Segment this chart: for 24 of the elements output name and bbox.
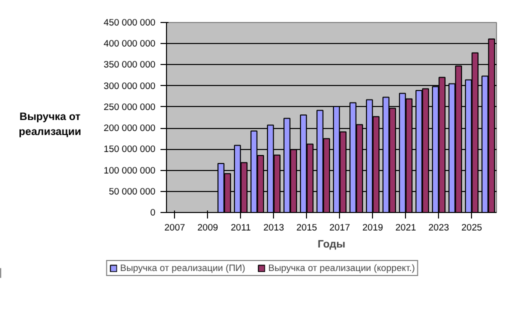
y-tick-label: 350 000 000 [104, 60, 156, 70]
y-tick-label: 50 000 000 [108, 186, 156, 196]
x-tick-label: 2011 [230, 222, 251, 232]
x-tick-label: 2017 [329, 222, 350, 232]
x-tick-label: 2009 [197, 222, 218, 232]
x-tick-label: 2019 [362, 222, 384, 232]
y-tick-label: 250 000 000 [104, 102, 156, 112]
x-tick-label: 2025 [461, 222, 482, 232]
legend-label: Выручка от реализации (коррект.) [268, 263, 415, 273]
y-tick-label: 450 000 000 [104, 18, 156, 28]
y-tick-label: 300 000 000 [104, 80, 156, 91]
x-axis-title: Годы [318, 238, 346, 250]
y-tick-label: 200 000 000 [104, 123, 156, 134]
legend-label: Выручка от реализации (ПИ) [120, 263, 246, 273]
y-axis-title: Выручка от реализации [18, 110, 82, 140]
x-tick-label: 2013 [263, 222, 284, 232]
x-tick-label: 2007 [164, 222, 186, 232]
y-tick-label: 150 000 000 [104, 144, 156, 154]
x-tick-label: 2015 [296, 222, 318, 232]
x-tick-label: 2023 [428, 222, 450, 232]
y-tick-label: 400 000 000 [104, 38, 156, 49]
y-tick-label: 100 000 000 [104, 165, 156, 176]
x-tick-label: 2021 [395, 222, 416, 232]
y-tick-label: 0 [150, 208, 156, 218]
